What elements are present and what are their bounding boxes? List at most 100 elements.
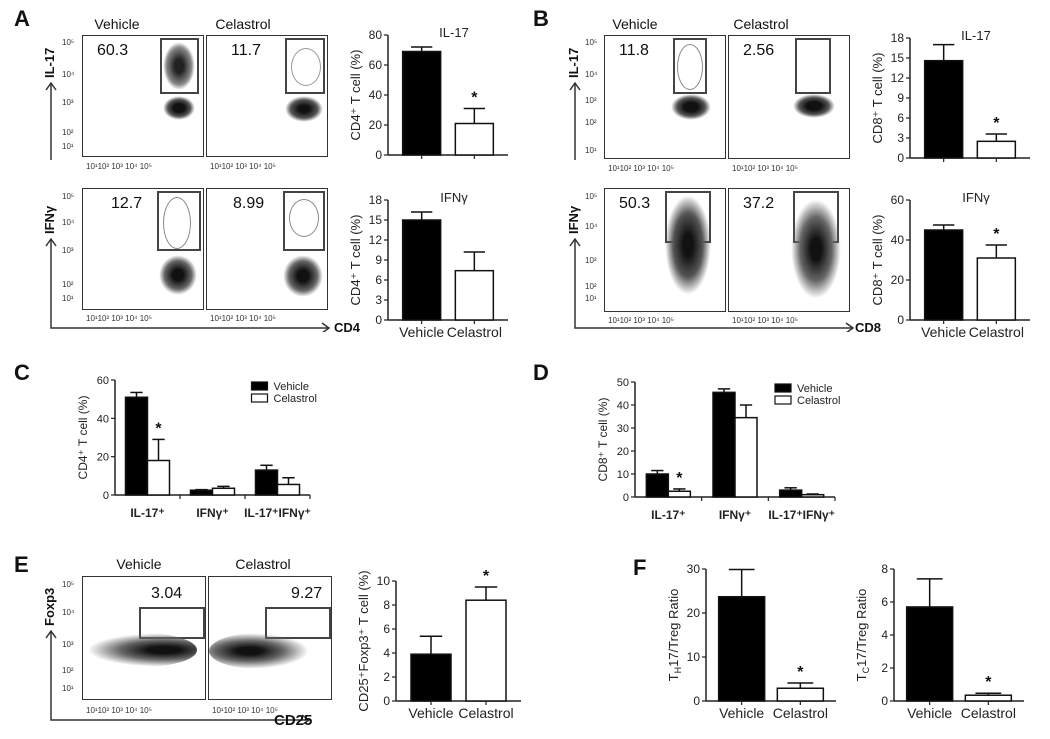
- gate-box: [160, 38, 199, 94]
- y-tick-label: 40: [891, 233, 905, 247]
- y-tick-label: 0: [897, 313, 904, 327]
- bar: [465, 599, 507, 702]
- bar-chart-a-ifng: 0 3 6 9 12 15 18 CD4⁺ T cell (%) IFNγ Vehicle Cela…: [348, 190, 508, 340]
- bar: [189, 489, 214, 496]
- x-tick-label: Celastrol: [969, 324, 1024, 340]
- cell-population: [671, 94, 711, 120]
- gate-percent: 2.56: [743, 42, 775, 59]
- bar-chart-b-ifng: 0 20 40 60 CD8⁺ T cell (%) IFNγ Vehicle * Celast…: [870, 190, 1030, 340]
- significance-asterisk: *: [993, 226, 1000, 243]
- bar: [800, 493, 825, 498]
- bar: [454, 122, 495, 156]
- significance-asterisk: *: [483, 568, 490, 585]
- significance-asterisk: *: [155, 420, 162, 437]
- y-tick-label: 2: [881, 661, 888, 675]
- y-tick-label: 0: [383, 694, 390, 708]
- y-tick: 10⁵: [62, 38, 75, 47]
- y-tick: 10³: [585, 96, 597, 105]
- chart-title: IFNγ: [440, 190, 468, 205]
- x-ticks: 10¹10² 10³ 10⁴ 10⁵: [210, 314, 276, 323]
- y-tick-label: 6: [897, 111, 904, 125]
- y-tick-label: 0: [693, 694, 700, 708]
- y-tick-label: 20: [891, 273, 905, 287]
- y-tick: 10²: [62, 666, 74, 675]
- bar: [976, 257, 1017, 321]
- bar-chart-e: 0 2 4 6 8 10 CD25⁺Foxp3⁺ T cell (%) Vehicle * Cel…: [356, 568, 521, 721]
- bar: [401, 50, 442, 156]
- x-tick-label: IL-17⁺IFNγ⁺: [768, 508, 835, 522]
- y-tick-label: 0: [623, 492, 629, 504]
- y-tick: 10⁵: [62, 580, 75, 589]
- x-tick-label: IL-17⁺: [651, 508, 685, 522]
- x-tick-label: Vehicle: [921, 324, 966, 340]
- panel-letter-c: C: [14, 360, 30, 385]
- y-arrow-icon: [45, 81, 57, 160]
- y-tick-label: 20: [687, 606, 701, 620]
- bar: [401, 219, 442, 321]
- bar: [905, 606, 954, 702]
- y-tick: 10³: [62, 640, 74, 649]
- y-axis-label: CD25⁺Foxp3⁺ T cell (%): [356, 570, 371, 711]
- bar: [254, 469, 279, 496]
- x-axis-label-cd25: CD25: [274, 712, 313, 729]
- y-axis-label: CD4⁺ T cell (%): [76, 396, 90, 480]
- bar: [923, 229, 964, 321]
- xy-arrow-icon: [569, 237, 855, 332]
- x-tick-label: Vehicle: [408, 705, 453, 721]
- gate-percent: 50.3: [619, 195, 651, 212]
- gate-percent: 37.2: [743, 195, 775, 212]
- y-tick-label: 0: [103, 490, 109, 502]
- y-axis-label: CD4⁺ T cell (%): [348, 215, 363, 306]
- bar: [923, 59, 964, 159]
- y-tick-label: 20: [617, 446, 629, 458]
- gate-box: [283, 191, 325, 251]
- flow-plot-b-vehicle-il17: 11.8: [604, 35, 726, 159]
- x-tick-label: Vehicle: [399, 324, 444, 340]
- flow-plot-a-vehicle-il17: 60.3: [82, 35, 204, 157]
- y-axis-label: CD8⁺ T cell (%): [596, 398, 610, 482]
- significance-asterisk: *: [676, 470, 683, 487]
- x-tick-label: Celastrol: [961, 705, 1016, 721]
- x-ticks: 10¹10² 10³ 10⁴ 10⁵: [732, 316, 798, 325]
- y-tick-label: 0: [375, 148, 382, 162]
- flow-plot-a-celastrol-ifng: 8.99: [206, 188, 328, 310]
- cell-population: [283, 255, 323, 297]
- gate-percent: 11.8: [619, 42, 649, 59]
- cell-population: [665, 195, 711, 295]
- significance-asterisk: *: [985, 674, 992, 691]
- y-tick-label: 50: [617, 377, 629, 389]
- y-tick: 10²: [62, 128, 74, 137]
- legend-label: Celastrol: [274, 393, 317, 405]
- y-tick-label: 80: [369, 28, 383, 42]
- bar: [734, 416, 758, 498]
- gate-percent: 9.27: [291, 585, 323, 602]
- y-tick-label: 12: [891, 71, 905, 85]
- y-tick-label: 2: [383, 670, 390, 684]
- y-tick: 10⁵: [62, 192, 75, 201]
- bar-chart-f-th17: 0 10 20 30 TH17/Treg Ratio Vehicle * Celastrol: [666, 562, 836, 721]
- bar-chart-f-tc17: 0 2 4 6 8 TC17/Treg Ratio Vehicle * Celastrol: [854, 562, 1024, 721]
- y-tick-label: 9: [897, 91, 904, 105]
- xy-arrow-icon: [45, 629, 311, 724]
- bar: [124, 396, 149, 496]
- y-tick-label: 6: [383, 622, 390, 636]
- bar: [211, 487, 236, 496]
- flow-title-celastrol: Celastrol: [215, 16, 271, 32]
- bar: [276, 483, 301, 496]
- significance-asterisk: *: [993, 115, 1000, 132]
- flow-plot-b-celastrol-ifng: 37.2: [728, 188, 850, 312]
- y-tick: 10¹: [62, 294, 74, 303]
- y-tick-label: 4: [383, 646, 390, 660]
- y-tick-label: 15: [369, 213, 383, 227]
- cell-population: [163, 42, 195, 90]
- x-ticks: 10¹10² 10³ 10⁴ 10⁵: [86, 314, 152, 323]
- panel-letter-e: E: [14, 552, 29, 577]
- legend-swatch: [250, 393, 269, 403]
- bar: [454, 269, 495, 321]
- x-axis-label-cd8: CD8: [855, 320, 882, 335]
- bar: [964, 694, 1013, 702]
- chart-title: IL-17: [961, 28, 991, 43]
- chart-title: IFNγ: [962, 190, 990, 205]
- significance-asterisk: *: [797, 664, 804, 681]
- y-axis-label: CD8⁺ T cell (%): [870, 53, 885, 144]
